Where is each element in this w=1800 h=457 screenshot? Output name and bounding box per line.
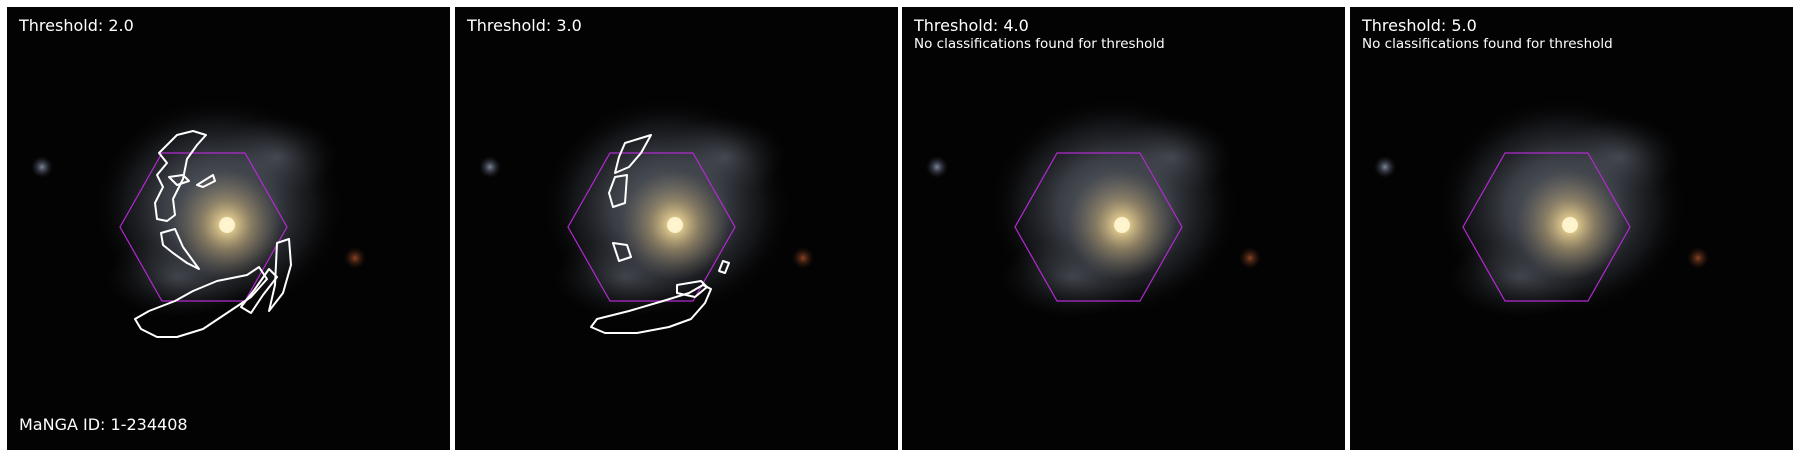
manga-id-label: MaNGA ID: 1-234408 xyxy=(19,415,188,434)
panel-title: Threshold: 4.0 xyxy=(914,16,1029,35)
galaxy-image xyxy=(7,7,450,450)
image-panel-2: Threshold: 3.0 xyxy=(455,7,898,450)
panel-title: Threshold: 5.0 xyxy=(1362,16,1477,35)
panel-title: Threshold: 2.0 xyxy=(19,16,134,35)
classification-contours xyxy=(134,130,292,338)
image-panel-4: Threshold: 5.0 No classifications found … xyxy=(1350,7,1793,450)
galaxy-image xyxy=(1350,7,1793,450)
galaxy-image xyxy=(902,7,1345,450)
ifu-hexagon-outline xyxy=(1462,152,1631,302)
ifu-hexagon-outline xyxy=(567,152,736,302)
no-classifications-message: No classifications found for threshold xyxy=(1362,36,1613,52)
classification-contours xyxy=(590,134,730,334)
image-panel-1: Threshold: 2.0 MaNGA ID: 1-234408 xyxy=(7,7,450,450)
no-classifications-message: No classifications found for threshold xyxy=(914,36,1165,52)
galaxy-image xyxy=(455,7,898,450)
ifu-hexagon-outline xyxy=(1014,152,1183,302)
image-panel-3: Threshold: 4.0 No classifications found … xyxy=(902,7,1345,450)
panel-title: Threshold: 3.0 xyxy=(467,16,582,35)
